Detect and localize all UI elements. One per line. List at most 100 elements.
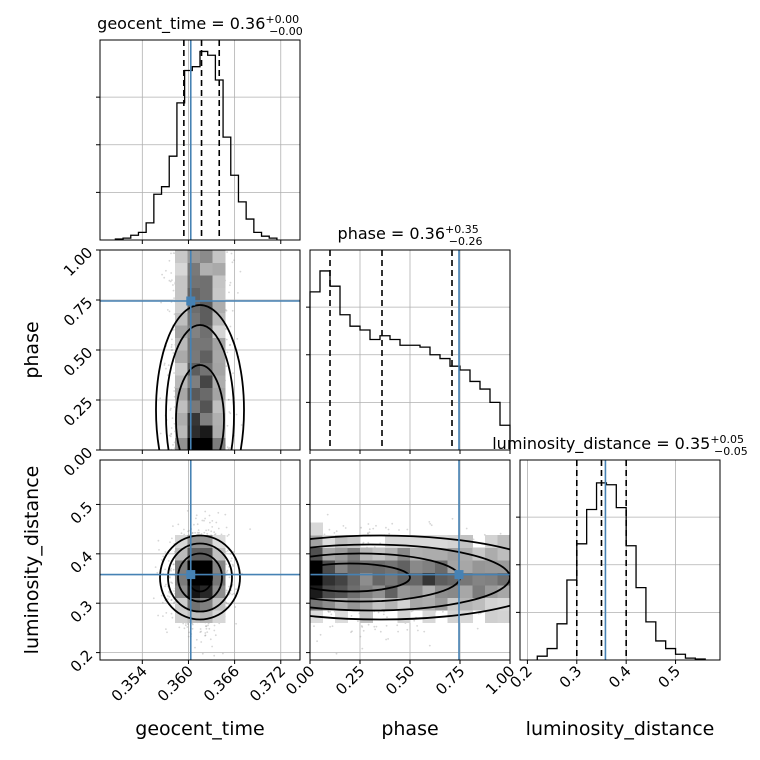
sample-point (182, 622, 185, 625)
truth-marker (186, 570, 196, 580)
sample-point (406, 628, 409, 631)
contour-level (167, 542, 233, 613)
sample-point (196, 531, 199, 534)
truth-marker (186, 296, 196, 306)
sample-point (173, 390, 176, 392)
sample-point (220, 533, 223, 536)
sample-point (205, 625, 207, 628)
density-cell (175, 412, 188, 426)
panel-title: luminosity_distance = 0.35+0.05 −0.05 (492, 433, 748, 458)
sample-point (205, 529, 208, 532)
contour-level (175, 364, 225, 450)
sample-point (156, 571, 159, 574)
sample-point (172, 289, 175, 292)
sample-point (183, 528, 185, 531)
sample-point (162, 615, 164, 617)
sample-point (398, 529, 400, 531)
sample-point (362, 629, 365, 632)
panel-title: geocent_time = 0.36+0.00 −0.00 (97, 13, 303, 38)
sample-point (249, 528, 252, 530)
sample-point (225, 309, 228, 312)
density-cell (422, 572, 436, 586)
density-cell (372, 585, 386, 598)
sample-point (191, 623, 194, 626)
sample-point (333, 532, 336, 534)
sample-point (178, 626, 181, 629)
sample-point (169, 435, 172, 438)
sample-point (171, 537, 173, 540)
sample-point (200, 533, 203, 535)
panel-geocent_time-phase (96, 249, 301, 454)
sample-point (235, 622, 238, 625)
sample-point (385, 526, 387, 529)
density-cell (200, 262, 213, 276)
sample-point (199, 631, 202, 633)
sample-point (350, 615, 353, 617)
y-tick-label: 0.4 (67, 547, 97, 577)
density-cell (372, 572, 386, 586)
density-cell (497, 547, 510, 561)
density-cell (347, 572, 361, 586)
density-cell (175, 250, 188, 263)
sample-point (228, 344, 231, 346)
sample-point (350, 631, 352, 634)
title-minus: −0.05 (714, 445, 748, 458)
sample-point (169, 409, 172, 411)
hist-panel-phase: phase = 0.36+0.35 −0.26 (306, 223, 511, 454)
density-cell (360, 560, 373, 573)
y-tick-label: 0.00 (60, 444, 96, 480)
sample-point (329, 610, 332, 613)
y-tick-label: 0.3 (67, 597, 97, 627)
sample-point (428, 644, 431, 647)
sample-point (233, 592, 235, 595)
sample-point (166, 309, 169, 311)
sample-point (226, 251, 229, 254)
density-cell (175, 362, 188, 376)
y-tick-label: 0.25 (60, 394, 96, 430)
sample-point (168, 590, 170, 593)
sample-point (226, 549, 229, 552)
sample-point (391, 522, 394, 525)
sample-point (225, 589, 228, 592)
sample-point (201, 652, 204, 655)
density-cell (212, 437, 226, 450)
sample-point (235, 588, 237, 591)
sample-point (172, 284, 174, 286)
sample-point (361, 626, 364, 628)
sample-point (313, 625, 315, 627)
density-cell (347, 560, 361, 573)
sample-point (226, 446, 229, 449)
density-cell (335, 597, 348, 611)
x-tick-label: 0.50 (382, 662, 418, 698)
title-main: luminosity_distance = 0.35 (492, 434, 710, 454)
title-minus: −0.26 (449, 235, 483, 248)
sample-point (187, 623, 189, 625)
density-cell (485, 610, 498, 623)
density-cell (212, 362, 226, 376)
title-plus: +0.35 (445, 223, 479, 236)
sample-point (385, 638, 387, 641)
y-tick-label: 0.50 (60, 344, 96, 380)
sample-point (375, 625, 378, 628)
sample-point (232, 565, 235, 567)
density-cell (200, 387, 213, 401)
density-cell (360, 572, 373, 586)
sample-point (213, 629, 216, 632)
sample-point (229, 592, 232, 594)
sample-point (235, 413, 238, 416)
sample-point (228, 585, 231, 588)
sample-point (396, 624, 399, 627)
density-cell (322, 560, 336, 573)
density-cell (175, 312, 188, 326)
sample-point (173, 372, 176, 374)
density-cell (397, 547, 411, 561)
sample-point (152, 597, 155, 600)
density-cell (175, 275, 188, 288)
panel-geocent_time-luminosity_distance (96, 459, 301, 664)
density-cell (212, 412, 226, 426)
contour-level (310, 562, 411, 593)
sample-point (417, 629, 419, 632)
x-tick-label: 0.372 (246, 662, 289, 705)
density-cell (410, 560, 423, 573)
density-cell (472, 572, 486, 586)
